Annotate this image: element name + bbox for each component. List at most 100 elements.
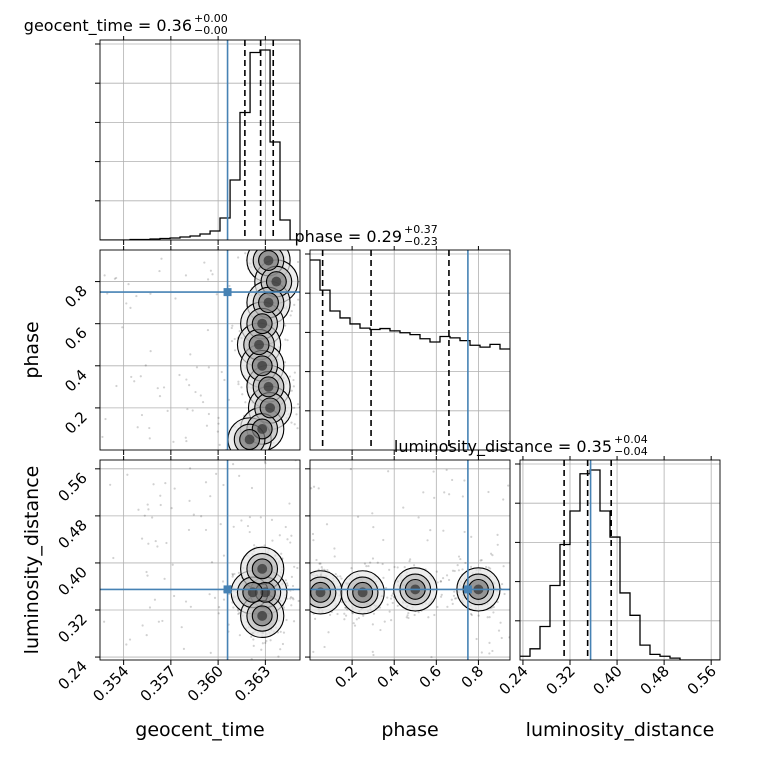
sample-point — [463, 530, 466, 534]
sample-point — [333, 547, 336, 550]
sample-point — [148, 426, 151, 430]
scatter-geocent_time-vs-phase-panel: 0.2 0.4 0.6 0.8 — [61, 242, 301, 455]
sample-point — [413, 613, 416, 617]
sample-point — [492, 605, 495, 609]
sample-point — [445, 468, 448, 472]
sample-point — [280, 552, 283, 555]
sample-point — [303, 583, 305, 585]
sample-point — [514, 596, 516, 598]
sample-point — [207, 366, 210, 369]
sample-point — [288, 375, 292, 378]
sample-point — [333, 555, 336, 558]
x-tick-label-geocent_time: 0.360 — [184, 662, 227, 705]
sample-point — [146, 574, 149, 577]
sample-point — [371, 512, 374, 515]
sample-point — [178, 373, 181, 377]
sample-point — [206, 328, 210, 332]
sample-point — [417, 516, 420, 519]
sample-point — [148, 437, 151, 440]
sample-point — [125, 643, 128, 646]
sample-point — [385, 586, 388, 590]
sample-point — [154, 539, 157, 543]
sample-point — [488, 641, 491, 644]
sample-point — [286, 582, 289, 585]
sample-point — [306, 590, 308, 592]
x-tick-label-luminosity_distance: 0.24 — [495, 662, 531, 698]
truth-marker — [223, 585, 232, 594]
sample-point — [152, 483, 155, 486]
sample-point — [389, 597, 393, 600]
sample-point — [203, 261, 206, 264]
sample-point — [191, 409, 194, 412]
sample-point — [153, 598, 157, 601]
contour-level-3 — [265, 402, 276, 413]
sample-point — [184, 600, 188, 603]
sample-point — [270, 518, 274, 521]
y-tick-label-luminosity_distance: 0.40 — [54, 563, 90, 599]
sample-point — [140, 537, 144, 540]
sample-point — [231, 573, 235, 577]
sample-point — [281, 246, 283, 248]
sample-point — [232, 525, 235, 528]
sample-point — [247, 246, 249, 248]
sample-point — [435, 570, 438, 573]
sample-point — [252, 644, 255, 647]
sample-point — [297, 599, 300, 603]
sample-point — [328, 613, 332, 617]
sample-point — [271, 539, 274, 542]
sample-point — [230, 326, 233, 330]
sample-point — [161, 619, 164, 623]
sample-point — [278, 242, 280, 244]
sample-point — [263, 460, 267, 463]
sample-point — [289, 541, 292, 544]
sample-point — [453, 569, 456, 573]
sample-point — [408, 560, 411, 563]
sample-point — [390, 619, 393, 622]
x-tick-label-phase: 0.6 — [416, 662, 446, 692]
sample-point — [104, 417, 107, 421]
sample-point — [426, 539, 429, 542]
sample-point — [139, 375, 142, 378]
sample-point — [371, 557, 375, 560]
sample-point — [293, 303, 296, 306]
histogram-geocent_time-panel — [95, 36, 301, 245]
contour-level-3 — [257, 318, 268, 329]
sample-point — [220, 453, 222, 455]
sample-point — [170, 507, 173, 510]
sample-point — [357, 616, 360, 620]
sample-point — [279, 630, 282, 633]
sample-point — [489, 567, 492, 570]
sample-point — [469, 565, 473, 569]
sample-point — [279, 648, 282, 651]
sample-point — [314, 617, 317, 620]
sample-point — [195, 366, 199, 369]
sample-point — [477, 614, 480, 617]
sample-point — [293, 423, 296, 426]
scatter-phase-vs-luminosity_distance-frame — [309, 459, 511, 661]
sample-point — [222, 483, 225, 487]
sample-point — [240, 519, 243, 522]
sample-point — [281, 452, 283, 454]
sample-point — [310, 487, 313, 490]
histogram-geocent_time-frame — [99, 39, 301, 241]
sample-point — [381, 562, 384, 566]
sample-point — [218, 443, 221, 446]
sample-point — [230, 339, 234, 343]
sample-point — [432, 470, 435, 473]
sample-point — [371, 650, 374, 654]
sample-point — [253, 544, 256, 547]
sample-point — [433, 613, 436, 617]
title-upper-error-luminosity_distance: +0.04 — [614, 433, 648, 446]
sample-point — [174, 297, 177, 300]
y-tick-label-phase: 0.6 — [61, 324, 91, 354]
sample-point — [422, 491, 425, 494]
sample-point — [248, 516, 252, 519]
contours-geocent_time-luminosity_distance — [230, 546, 288, 639]
sample-point — [363, 562, 367, 565]
sample-point — [199, 394, 202, 397]
sample-point — [206, 278, 210, 281]
sample-point — [312, 539, 315, 542]
sample-point — [231, 572, 234, 576]
y-tick-label-phase: 0.4 — [61, 366, 91, 396]
